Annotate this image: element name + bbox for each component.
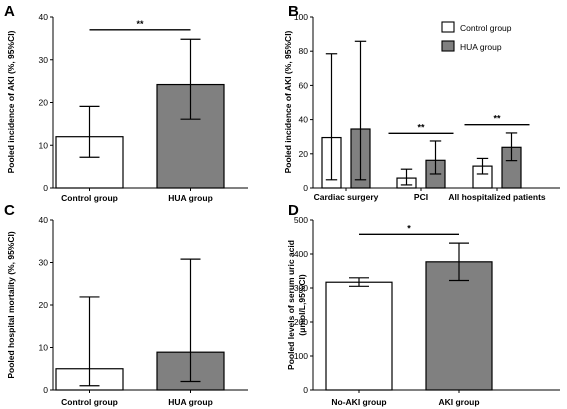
x-tick-label: PCI (414, 192, 428, 202)
legend-swatch (441, 21, 455, 33)
y-tick-label: 300 (294, 283, 308, 293)
bar (325, 281, 393, 391)
y-axis-label: Pooled incidence of AKI (%, 95%CI) (6, 30, 16, 173)
y-axis-label: Pooled incidence of AKI (%, 95%CI) (283, 30, 293, 173)
y-tick-label: 40 (39, 12, 49, 22)
x-tick-label: HUA group (168, 397, 213, 407)
y-axis-label: Pooled hospital mortality (%, 95%CI) (6, 231, 16, 379)
y-tick-label: 60 (299, 80, 309, 90)
y-tick-label: 30 (39, 55, 49, 65)
y-axis-label: Pooled levels of serum uric acid (286, 240, 296, 370)
y-tick-label: 200 (294, 317, 308, 327)
y-tick-label: 20 (299, 149, 309, 159)
panel-letter: B (288, 3, 299, 20)
y-tick-label: 80 (299, 46, 309, 56)
bar (425, 261, 493, 391)
y-tick-label: 20 (39, 98, 49, 108)
x-tick-label: Cardiac surgery (314, 192, 379, 202)
panel-c: C 0 10 20 30 40 Pooled hospital mortality (%, … (4, 202, 248, 407)
y-tick-label: 400 (294, 249, 308, 259)
y-tick-label: 100 (294, 351, 308, 361)
x-tick-label: HUA group (168, 193, 213, 203)
y-tick-label: 0 (303, 183, 308, 193)
significance-marker: * (407, 223, 411, 233)
y-tick-label: 30 (39, 258, 49, 268)
significance-marker: ** (136, 19, 144, 29)
x-tick-label: No-AKI group (331, 397, 386, 407)
x-tick-label: Control group (61, 397, 118, 407)
y-tick-label: 0 (303, 385, 308, 395)
y-tick-label: 20 (39, 300, 49, 310)
x-tick-label: AKI group (438, 397, 479, 407)
y-tick-label: 500 (294, 215, 308, 225)
panel-letter: D (288, 202, 299, 219)
x-tick-label: All hospitalized patients (448, 192, 546, 202)
legend: Control group HUA group (441, 21, 512, 52)
significance-marker: ** (417, 122, 425, 132)
y-axis-label: (μmol/L,95%CI) (297, 274, 307, 336)
y-tick-label: 0 (43, 183, 48, 193)
legend-label: Control group (460, 23, 512, 33)
panel-letter: C (4, 202, 15, 219)
y-tick-label: 40 (299, 115, 309, 125)
y-tick-label: 100 (294, 12, 308, 22)
y-tick-label: 10 (39, 343, 49, 353)
y-tick-label: 40 (39, 215, 49, 225)
panel-a: A 0 10 20 30 40 Pooled incidence of AKI (%, 95… (4, 3, 248, 203)
legend-swatch (441, 40, 455, 52)
x-tick-label: Control group (61, 193, 118, 203)
y-tick-label: 0 (43, 385, 48, 395)
significance-marker: ** (493, 114, 501, 124)
y-tick-label: 10 (39, 140, 49, 150)
legend-label: HUA group (460, 42, 502, 52)
panel-letter: A (4, 3, 15, 20)
panel-d: D 0 100 200 300 400 500 Pooled levels of serum … (286, 202, 560, 407)
